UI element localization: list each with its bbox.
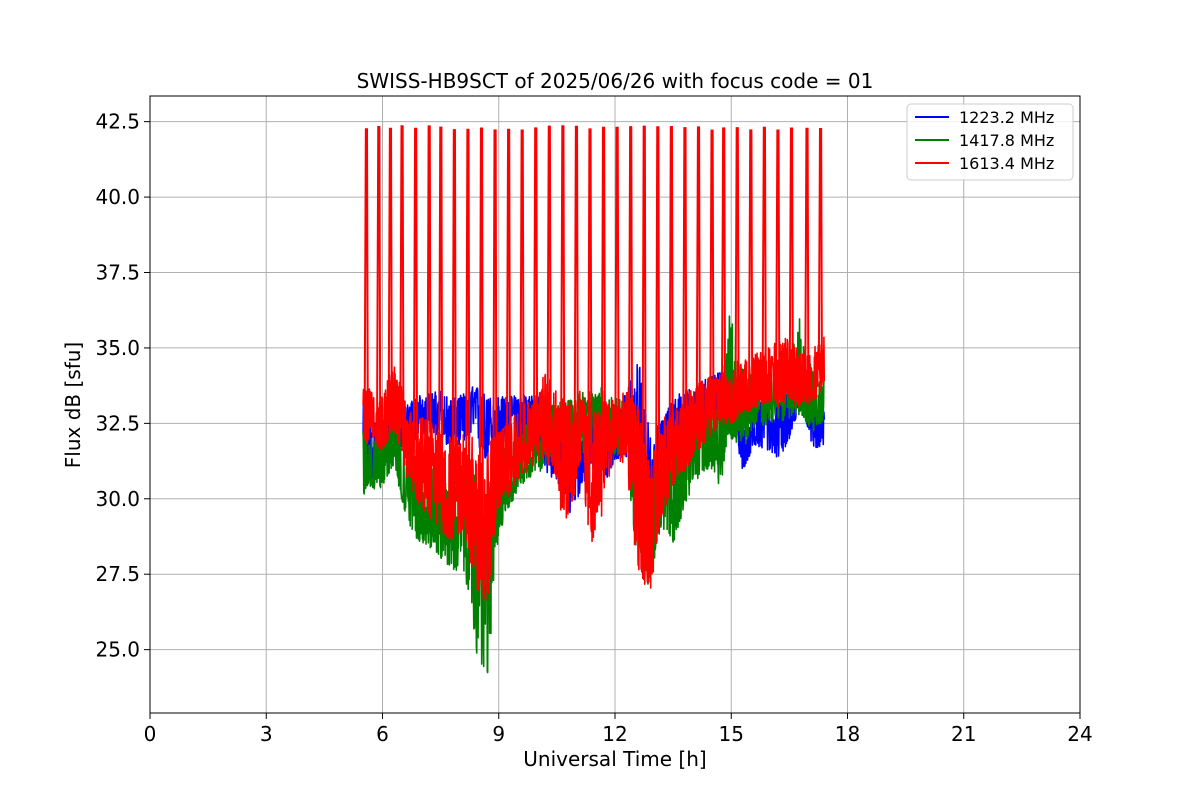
series-spike: [573, 125, 579, 439]
series-spike: [560, 125, 566, 442]
x-tick-label: 18: [835, 722, 860, 746]
series-spike: [451, 129, 457, 486]
y-tick-label: 42.5: [95, 110, 140, 134]
series-1613-4-mhz: [362, 125, 826, 602]
series-spike: [761, 126, 767, 380]
y-tick-label: 37.5: [95, 261, 140, 285]
series-spike: [668, 125, 674, 449]
series-spike: [587, 128, 593, 463]
series-spike: [399, 125, 405, 429]
series-spike: [788, 127, 794, 376]
series-spike: [387, 127, 393, 415]
y-tick-label: 32.5: [95, 411, 140, 435]
y-tick-label: 35.0: [95, 336, 140, 360]
series-spike: [478, 127, 484, 520]
series-spike: [426, 125, 432, 469]
series-spike: [505, 128, 511, 454]
x-tick-label: 21: [951, 722, 976, 746]
x-tick-label: 6: [376, 722, 389, 746]
y-tick-label: 30.0: [95, 487, 140, 511]
x-tick-label: 9: [492, 722, 505, 746]
series-spike: [655, 126, 661, 491]
legend-label: 1417.8 MHz: [959, 131, 1054, 150]
series-spike: [695, 126, 701, 420]
series-spike: [775, 129, 781, 379]
series-spike: [641, 125, 647, 490]
legend: 1223.2 MHz 1417.8 MHz 1613.4 MHz: [906, 103, 1074, 181]
x-tick-label: 24: [1067, 722, 1092, 746]
y-tick-label: 25.0: [95, 638, 140, 662]
series-spike: [465, 128, 471, 487]
series-spike: [627, 126, 634, 437]
series-spike: [492, 129, 498, 493]
series-spike: [804, 127, 810, 385]
x-tick-label: 0: [144, 722, 157, 746]
series-spike: [438, 126, 444, 481]
series-spike: [519, 129, 525, 439]
series-spike: [614, 126, 620, 423]
legend-label: 1223.2 MHz: [959, 108, 1054, 127]
series-layer: [362, 125, 826, 674]
series-spike: [817, 128, 823, 371]
x-tick-label: 12: [602, 722, 627, 746]
x-tick-label: 3: [260, 722, 273, 746]
series-spike: [709, 129, 715, 409]
series-spike: [600, 126, 606, 451]
chart-title: SWISS-HB9SCT of 2025/06/26 with focus co…: [357, 69, 874, 93]
series-spike: [376, 126, 382, 423]
y-axis-label: Flux dB [sfu]: [61, 342, 85, 468]
ticks: 0 3 6 9 12 15 18 21 24 25.0 27.5 30.0 32.5 35.0 37.5 40…: [95, 110, 1092, 746]
series-spike: [363, 128, 369, 418]
y-tick-label: 40.0: [95, 185, 140, 209]
legend-box: [906, 103, 1074, 181]
series-spike: [412, 127, 418, 454]
series-spike: [682, 127, 688, 439]
series-spike: [546, 125, 552, 425]
x-axis-label: Universal Time [h]: [523, 747, 706, 771]
y-tick-label: 27.5: [95, 562, 140, 586]
x-tick-label: 15: [719, 722, 744, 746]
series-spike: [734, 127, 740, 403]
series-spike: [748, 129, 754, 389]
series-spike: [533, 127, 539, 431]
series-spike: [720, 127, 727, 401]
legend-label: 1613.4 MHz: [959, 154, 1054, 173]
